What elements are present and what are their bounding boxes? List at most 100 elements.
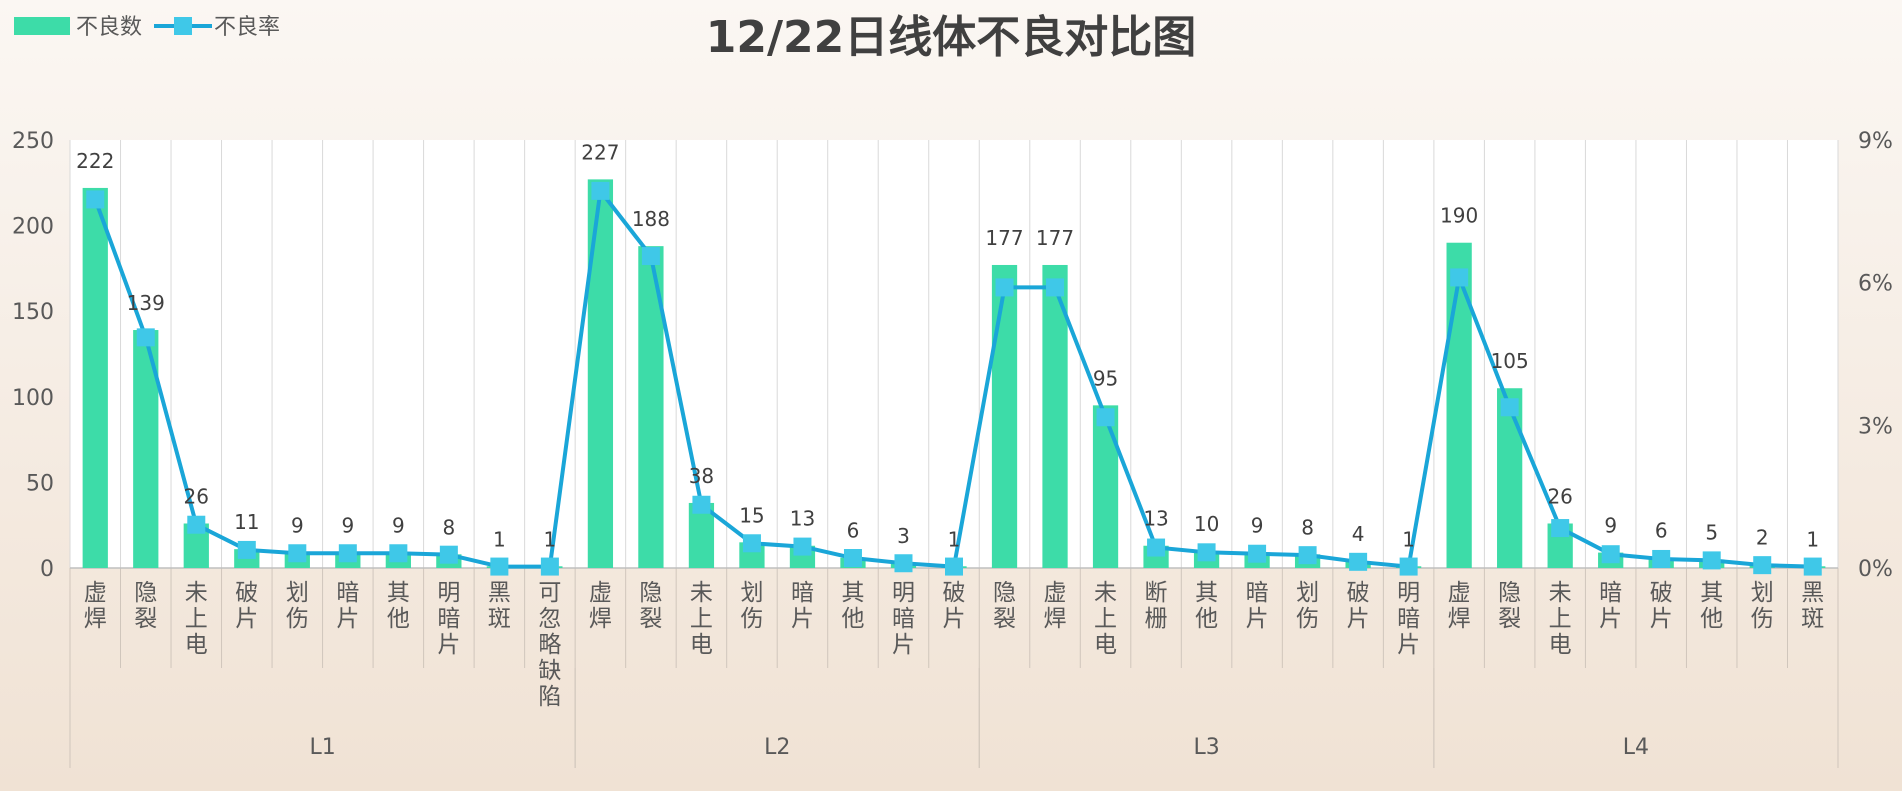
data-label: 38 (689, 464, 714, 488)
rate-marker (1551, 519, 1570, 538)
y2-tick-label: 6% (1858, 272, 1893, 297)
data-label: 11 (234, 510, 259, 534)
y-tick-label: 250 (12, 129, 54, 154)
rate-marker (1399, 557, 1418, 576)
data-label: 1 (1402, 527, 1415, 551)
rate-marker (1601, 545, 1620, 564)
data-label: 105 (1491, 349, 1529, 373)
category-label: 未上电 (1549, 580, 1572, 658)
group-label: L2 (764, 735, 790, 760)
rate-marker (1349, 552, 1368, 571)
rate-marker (793, 537, 812, 556)
data-label: 4 (1352, 522, 1365, 546)
category-label: 暗片 (336, 580, 359, 632)
category-label: 其他 (1700, 580, 1723, 632)
category-label: 破片 (1650, 580, 1673, 632)
data-label: 177 (985, 226, 1023, 250)
category-label: 其他 (1195, 580, 1218, 632)
data-label: 1 (544, 527, 557, 551)
rate-marker (843, 549, 862, 568)
category-label: 虚焊 (84, 580, 107, 632)
rate-marker (1147, 538, 1166, 557)
data-label: 190 (1440, 204, 1478, 228)
data-label: 95 (1093, 366, 1118, 390)
data-label: 13 (1143, 507, 1168, 531)
data-label: 10 (1194, 512, 1219, 536)
category-label: 暗片 (1599, 580, 1622, 632)
legend-bar-swatch (14, 17, 70, 35)
chart-title: 12/22日线体不良对比图 (706, 12, 1197, 63)
rate-marker (742, 534, 761, 553)
rate-marker (1096, 408, 1115, 427)
category-label: 破片 (1347, 580, 1370, 632)
data-label: 9 (392, 514, 405, 538)
y-tick-label: 50 (26, 471, 54, 496)
data-label: 13 (790, 507, 815, 531)
bar (587, 179, 614, 568)
rate-marker (995, 278, 1014, 297)
bar (82, 187, 108, 568)
data-label: 227 (581, 140, 619, 164)
rate-marker (692, 495, 711, 514)
data-label: 26 (1547, 484, 1572, 508)
data-label: 222 (76, 149, 114, 173)
rate-marker (1197, 543, 1216, 562)
rate-marker (1652, 549, 1671, 568)
y-tick-label: 200 (12, 215, 54, 240)
y2-tick-label: 3% (1858, 414, 1893, 439)
data-label: 5 (1705, 520, 1718, 544)
rate-marker (187, 515, 206, 534)
data-label: 1 (1806, 527, 1819, 551)
rate-marker (945, 557, 963, 576)
y-tick-label: 0 (40, 557, 54, 582)
data-label: 6 (1655, 519, 1668, 543)
category-label: 可忽略缺陷 (538, 580, 561, 710)
rate-marker (1046, 278, 1065, 297)
data-label: 6 (847, 519, 860, 543)
data-label: 9 (1604, 514, 1617, 538)
data-label: 188 (632, 207, 670, 231)
legend-marker-swatch (174, 17, 192, 35)
data-label: 15 (739, 503, 764, 527)
rate-marker (641, 247, 660, 266)
rate-marker (439, 545, 458, 564)
rate-marker (540, 557, 559, 576)
category-label: 隐裂 (134, 580, 157, 632)
rate-marker (136, 328, 155, 347)
category-label: 未上电 (1094, 580, 1117, 658)
rate-marker (591, 181, 610, 200)
category-label: 划伤 (286, 580, 309, 632)
rate-marker (338, 544, 357, 563)
category-label: 未上电 (185, 580, 208, 658)
data-label: 9 (341, 514, 354, 538)
y2-tick-label: 0% (1858, 557, 1893, 582)
data-label: 3 (897, 524, 910, 548)
rate-marker (86, 190, 105, 209)
data-label: 9 (1251, 514, 1264, 538)
legend-label: 不良率 (214, 15, 280, 40)
rate-marker (894, 554, 913, 573)
category-label: 破片 (235, 580, 258, 632)
category-label: 未上电 (690, 580, 713, 658)
y2-tick-label: 9% (1858, 129, 1893, 154)
bar (1042, 264, 1068, 568)
category-label: 黑斑 (1801, 580, 1824, 632)
y-tick-label: 100 (12, 386, 54, 411)
group-label: L3 (1193, 735, 1219, 760)
data-label: 139 (127, 291, 165, 315)
legend-label: 不良数 (76, 15, 142, 40)
bar (1497, 388, 1523, 568)
category-label: 虚焊 (1448, 580, 1471, 632)
bar (991, 264, 1018, 568)
rate-marker (1753, 556, 1772, 575)
rate-marker (1298, 546, 1317, 565)
group-label: L1 (309, 735, 335, 760)
group-label: L4 (1623, 735, 1649, 760)
rate-marker (237, 540, 256, 559)
category-label: 明暗片 (1397, 580, 1420, 658)
category-label: 虚焊 (589, 580, 612, 632)
category-label: 明暗片 (437, 580, 460, 658)
rate-marker (1248, 544, 1267, 563)
